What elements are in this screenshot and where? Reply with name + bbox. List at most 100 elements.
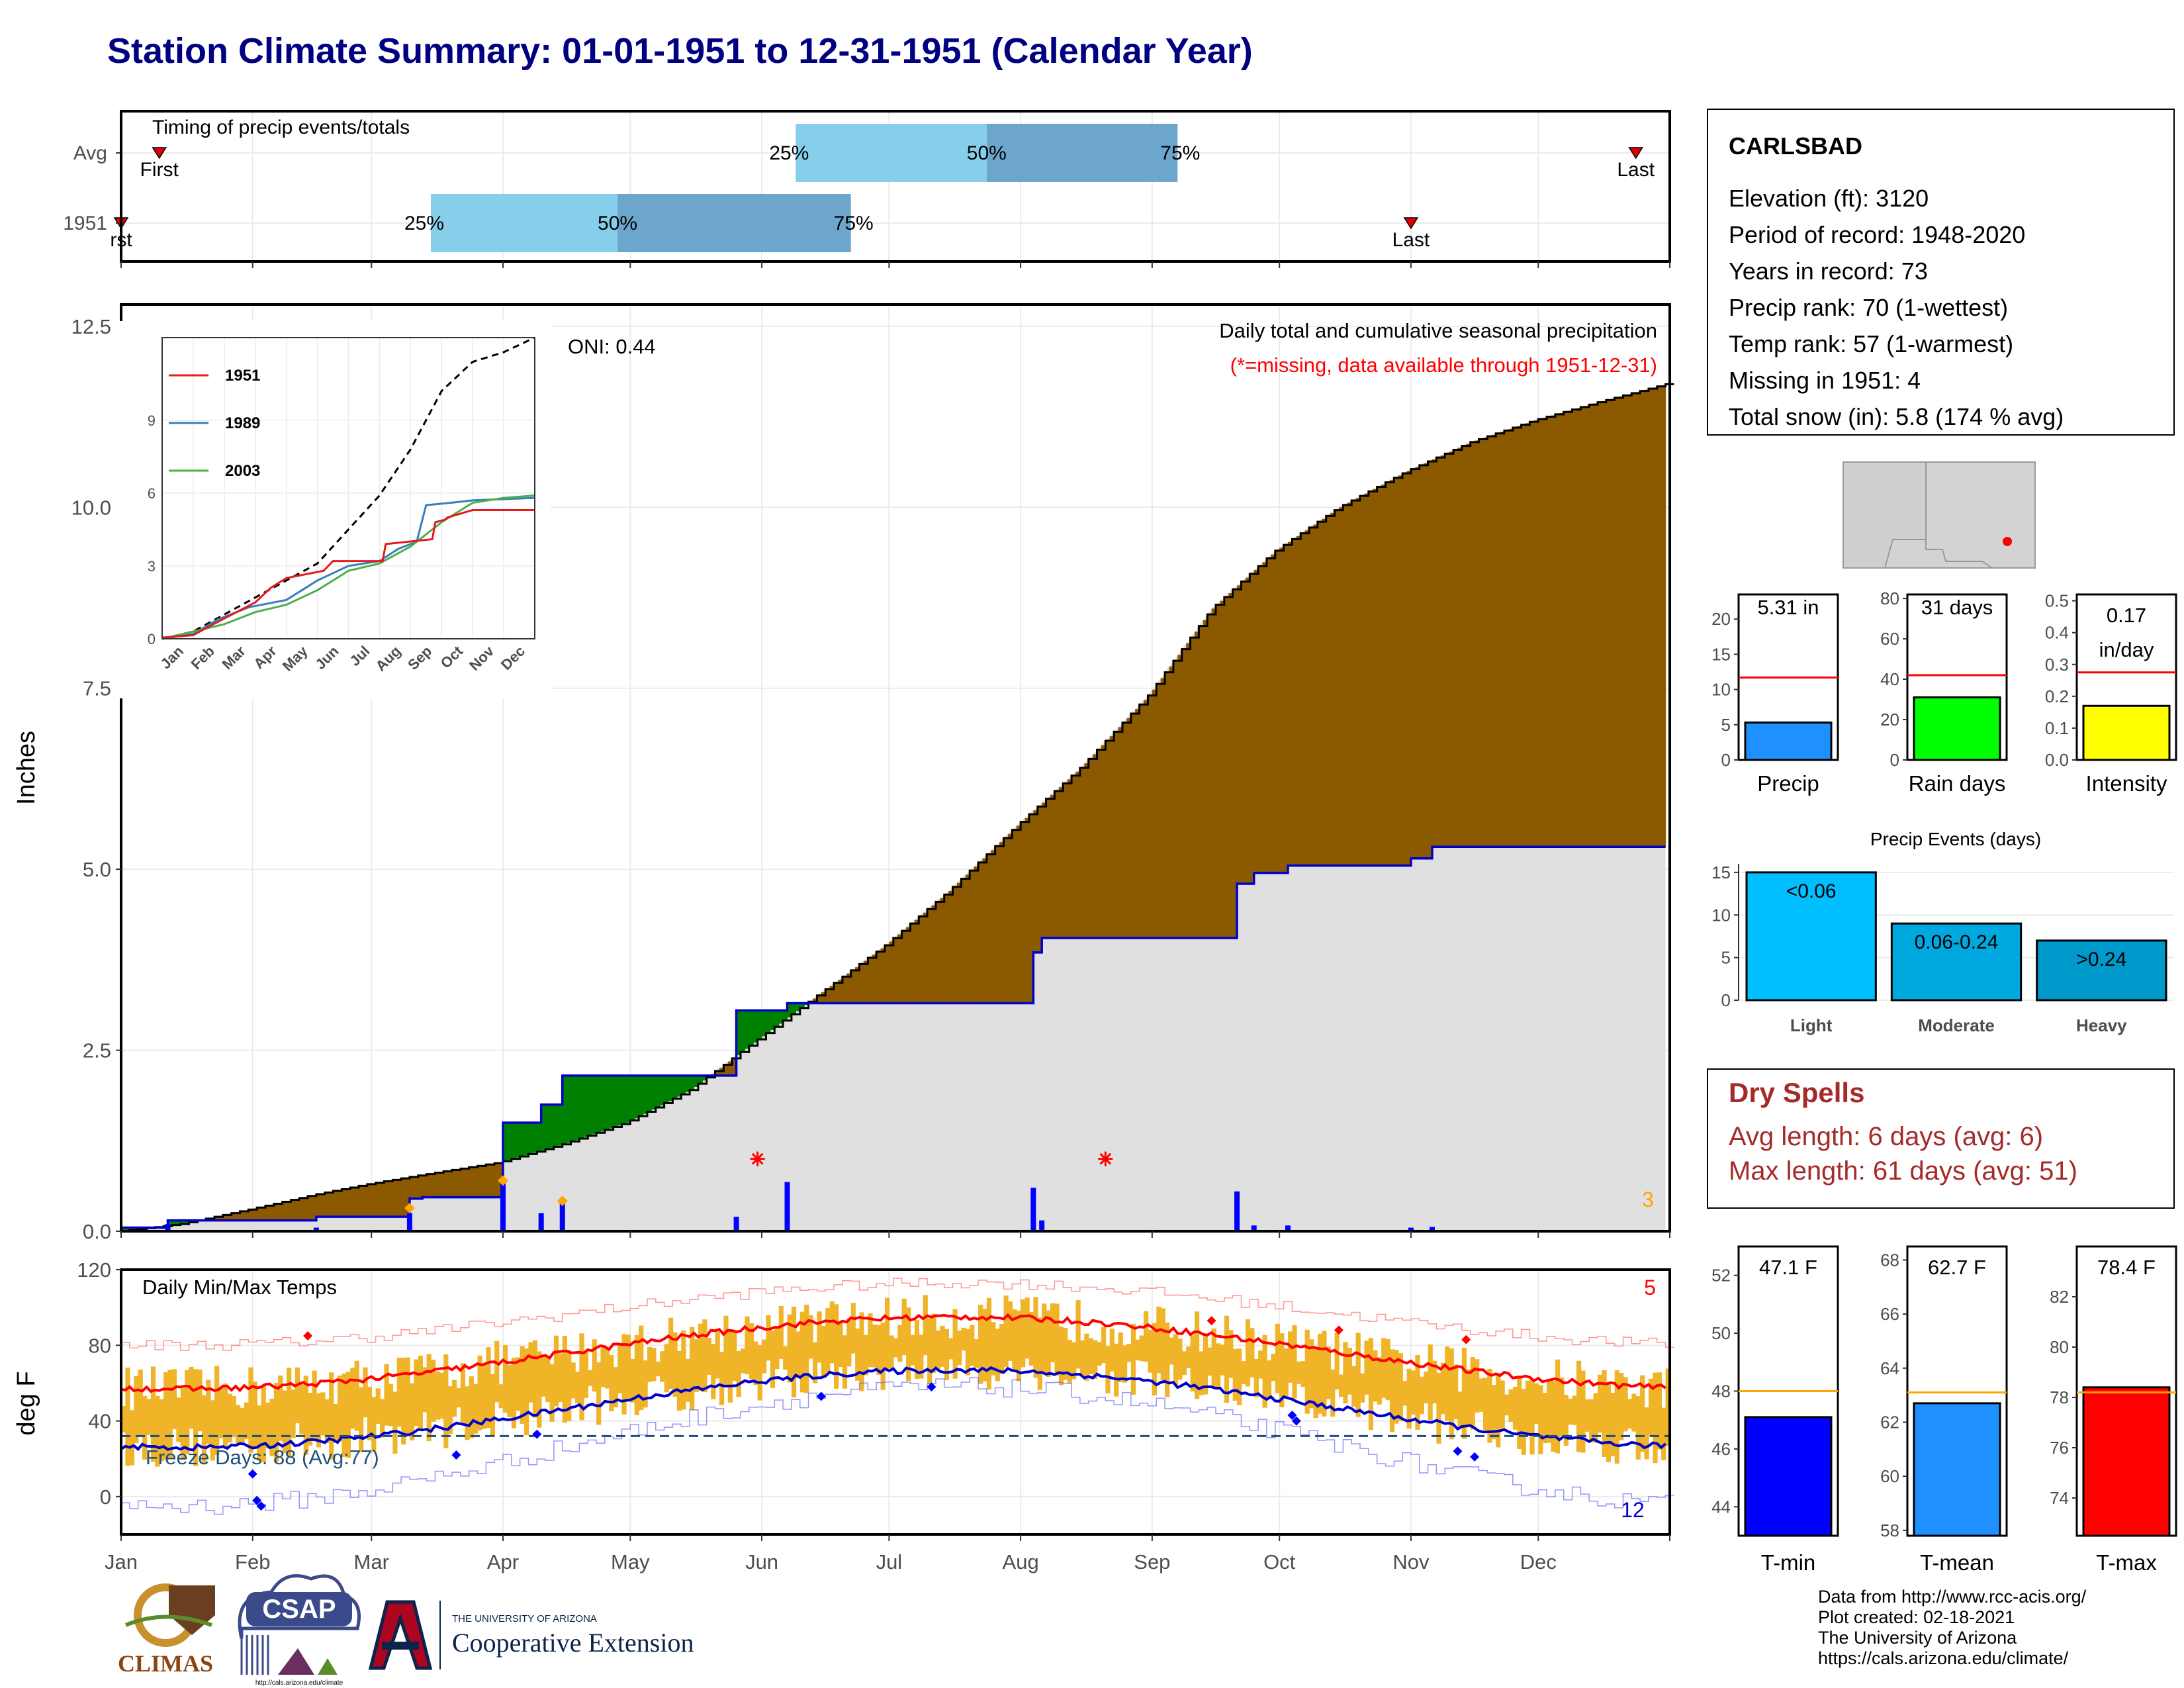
year-exceeds-fill xyxy=(129,1227,134,1231)
daily-temp-range xyxy=(1377,1357,1382,1405)
avg-exceeds-fill xyxy=(1436,457,1441,847)
avg-exceeds-fill xyxy=(1279,547,1285,873)
precip-summary-bar xyxy=(1744,722,1833,761)
avg-exceeds-fill xyxy=(456,1169,461,1197)
daily-temp-range xyxy=(308,1393,313,1446)
avg-exceeds-fill xyxy=(354,1186,359,1217)
daily-temp-range xyxy=(1288,1331,1293,1383)
year-exceeds-fill xyxy=(702,1075,707,1081)
rain-days-summary-ytick-label: 80 xyxy=(1880,588,1899,608)
avg-exceeds-fill xyxy=(1088,759,1093,939)
avg-exceeds-fill xyxy=(1496,433,1501,847)
daily-temp-range xyxy=(859,1312,864,1391)
record-low-marker xyxy=(252,1495,262,1505)
daily-temp-range xyxy=(732,1332,737,1382)
logos: CLIMAS CSAP http://cals.arizona.edu/climat… xyxy=(118,1574,694,1687)
daily-temp-range xyxy=(189,1366,194,1429)
daily-temp-range xyxy=(1449,1348,1454,1440)
year-exceeds-fill xyxy=(617,1075,623,1126)
year-exceeds-fill xyxy=(609,1075,614,1129)
daily-temp-range xyxy=(261,1384,266,1462)
daily-temp-range xyxy=(1547,1378,1552,1443)
avg-exceeds-fill xyxy=(1262,562,1267,873)
daily-temp-range xyxy=(371,1397,377,1452)
timing-first-label: First xyxy=(140,159,179,181)
daily-temp-range xyxy=(222,1383,228,1447)
daily-temp-range xyxy=(1114,1343,1119,1397)
csap-logo: CSAP http://cals.arizona.edu/climate xyxy=(238,1574,361,1687)
daily-temp-range xyxy=(324,1399,330,1444)
year-exceeds-fill xyxy=(596,1075,602,1133)
avg-exceeds-fill xyxy=(1508,429,1514,847)
tmean-summary-ytick-label: 64 xyxy=(1880,1358,1899,1378)
daily-temp-range xyxy=(1088,1338,1093,1374)
daily-temp-range xyxy=(838,1322,843,1368)
record-low-marker xyxy=(1453,1446,1463,1456)
daily-temp-range xyxy=(155,1395,160,1467)
timing-p75-label: 75% xyxy=(1160,142,1200,164)
daily-temp-range xyxy=(952,1309,958,1379)
timing-bar-50-75 xyxy=(617,194,851,252)
avg-exceeds-fill xyxy=(1334,510,1340,866)
tmin-summary-ytick-label: 46 xyxy=(1711,1439,1731,1459)
daily-temp-range xyxy=(426,1354,432,1442)
precip-events-title: Precip Events (days) xyxy=(1870,829,2041,849)
daily-temp-range xyxy=(1330,1369,1336,1417)
year-exceeds-fill xyxy=(121,1227,126,1231)
tmax-summary-bar xyxy=(2082,1386,2171,1537)
station-name: CARLSBAD xyxy=(1729,132,1862,160)
daily-precip-bar xyxy=(1039,1220,1045,1231)
daily-temp-range xyxy=(1224,1315,1230,1403)
precip-events-ytick-label: 10 xyxy=(1711,905,1731,925)
intensity-summary-ytick-label: 0.5 xyxy=(2045,591,2069,611)
daily-temp-range xyxy=(291,1389,296,1438)
year-exceeds-fill xyxy=(511,1122,516,1159)
daily-temp-range xyxy=(672,1332,678,1397)
rain-days-summary-value: 31 days xyxy=(1921,596,1993,619)
avg-exceeds-fill xyxy=(1245,577,1250,884)
daily-temp-range xyxy=(537,1351,542,1428)
tmax-summary-label: T-max xyxy=(2096,1550,2157,1575)
avg-exceeds-fill xyxy=(982,858,987,1004)
avg-exceeds-fill xyxy=(324,1192,330,1217)
timing-bar-25-50 xyxy=(796,124,987,182)
daily-temp-range xyxy=(392,1391,398,1454)
temp-count-below: 12 xyxy=(1621,1498,1645,1522)
avg-exceeds-fill xyxy=(409,1176,414,1199)
climas-logo-mark xyxy=(169,1585,215,1635)
daily-temp-range xyxy=(333,1403,338,1443)
daily-temp-range xyxy=(456,1387,461,1408)
daily-temp-range xyxy=(1046,1310,1051,1378)
inset-ytick-label: 9 xyxy=(148,412,156,429)
avg-exceeds-fill xyxy=(1050,794,1056,939)
year-exceeds-fill xyxy=(541,1104,546,1150)
avg-exceeds-fill xyxy=(443,1171,449,1197)
daily-temp-range xyxy=(490,1374,495,1437)
daily-temp-range xyxy=(651,1348,657,1382)
daily-temp-range xyxy=(1232,1348,1238,1401)
avg-exceeds-fill xyxy=(1360,496,1365,866)
avg-exceeds-fill xyxy=(1042,802,1047,939)
daily-temp-range xyxy=(528,1342,533,1403)
daily-precip-bar xyxy=(1429,1227,1435,1231)
avg-exceeds-fill xyxy=(227,1214,232,1221)
precip-event-range: <0.06 xyxy=(1786,880,1837,902)
climas-logo-swoosh xyxy=(124,1615,213,1627)
avg-exceeds-fill xyxy=(469,1167,474,1197)
daily-temp-range xyxy=(287,1368,292,1458)
timing-last-marker xyxy=(1628,147,1644,160)
daily-temp-range xyxy=(1542,1393,1547,1444)
avg-exceeds-fill xyxy=(1237,585,1242,884)
inset-1989-line xyxy=(161,496,535,640)
avg-exceeds-fill xyxy=(1296,536,1301,866)
year-exceeds-fill xyxy=(681,1075,686,1095)
daily-temp-range xyxy=(206,1380,211,1444)
daily-temp-range xyxy=(1619,1372,1624,1440)
daily-temp-range xyxy=(1097,1342,1102,1366)
daily-temp-range xyxy=(1334,1333,1340,1390)
daily-temp-range xyxy=(469,1376,474,1438)
avg-exceeds-fill xyxy=(287,1201,292,1221)
temp-xtick-label: Jan xyxy=(105,1550,138,1573)
temp-xtick-label: Apr xyxy=(487,1550,519,1573)
daily-temp-range xyxy=(1445,1346,1450,1421)
